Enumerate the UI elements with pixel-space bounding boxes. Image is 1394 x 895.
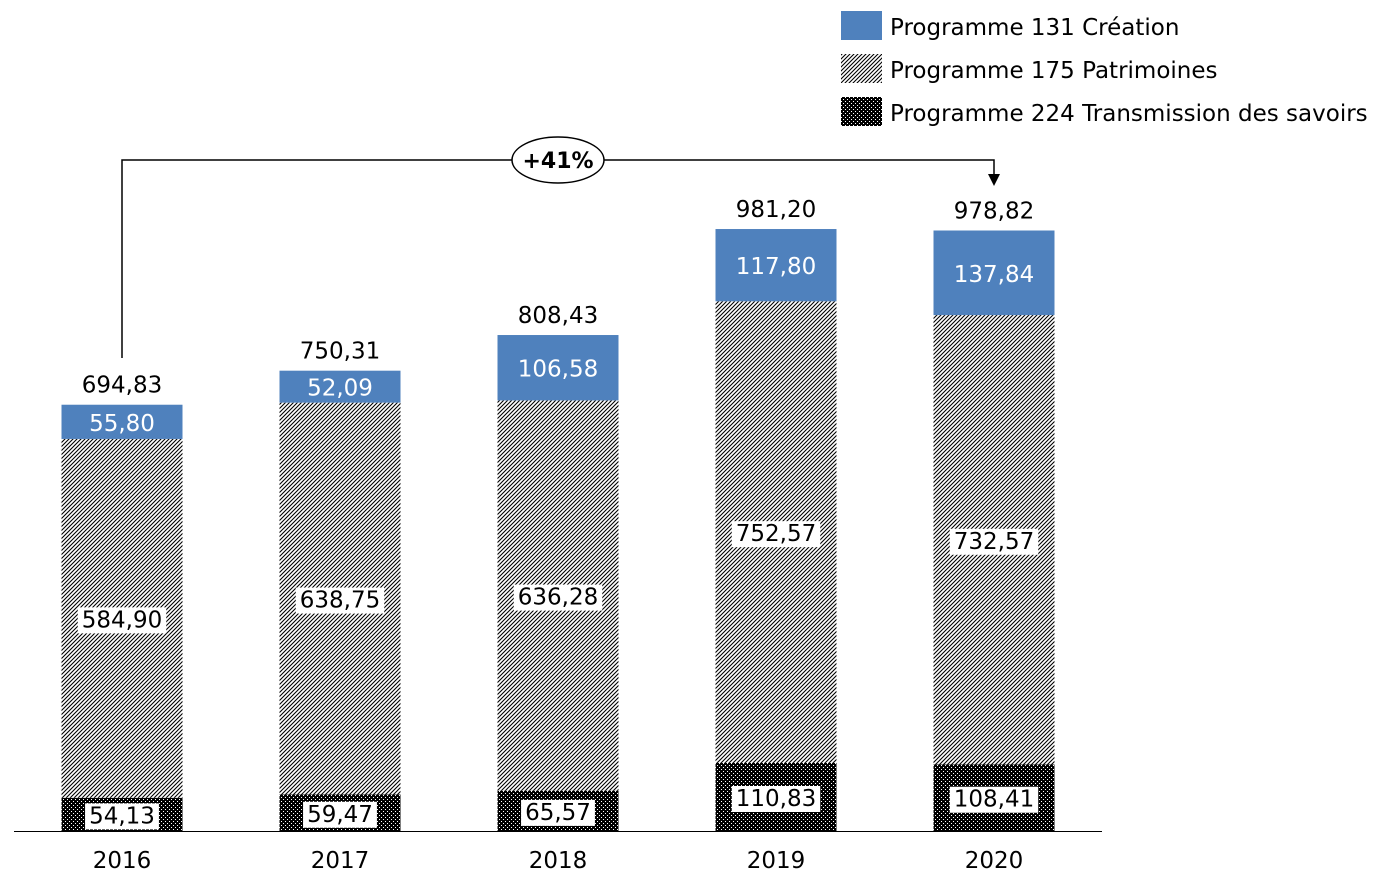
x-tick-label: 2019: [747, 848, 806, 874]
growth-annotation: +41%: [121, 136, 1000, 358]
x-tick-label: 2016: [93, 848, 152, 874]
data-label-background: [513, 584, 603, 611]
data-label: 52,09: [307, 376, 373, 402]
bar-segment-p131: [279, 370, 401, 403]
legend: Programme 131 Création Programme 175 Patr…: [841, 11, 1368, 127]
x-tick-label: 2017: [311, 848, 370, 874]
data-label: 752,57: [736, 521, 816, 547]
bar-segment-p131: [933, 230, 1055, 316]
data-label: 137,84: [954, 262, 1034, 288]
x-tick-label: 2018: [529, 848, 588, 874]
total-label: 978,82: [954, 198, 1034, 224]
data-label-background: [731, 521, 821, 548]
data-label: 638,75: [300, 588, 380, 614]
legend-swatch: [841, 11, 882, 40]
data-label-background: [77, 607, 167, 634]
data-label-background: [85, 803, 159, 830]
data-label: 117,80: [736, 254, 816, 280]
total-label: 981,20: [736, 197, 816, 223]
data-label: 54,13: [89, 803, 155, 829]
bar-segment-p131: [497, 335, 619, 401]
data-label: 106,58: [518, 357, 598, 383]
data-label: 59,47: [307, 802, 373, 828]
legend-swatch: [841, 54, 882, 83]
legend-swatch: [841, 97, 882, 126]
arrowhead-icon: [988, 174, 1000, 186]
total-label: 750,31: [300, 339, 380, 365]
data-label: 732,57: [954, 529, 1034, 555]
data-label: 110,83: [736, 786, 816, 812]
x-tick-label: 2020: [965, 848, 1024, 874]
data-label-background: [303, 801, 377, 828]
data-label-background: [295, 587, 385, 614]
bar-segment-p131: [715, 229, 837, 302]
data-label-background: [949, 786, 1039, 813]
legend-label: Programme 224 Transmission des savoirs: [890, 101, 1368, 127]
legend-label: Programme 131 Création: [890, 15, 1179, 41]
data-label: 108,41: [954, 787, 1034, 813]
legend-label: Programme 175 Patrimoines: [890, 58, 1218, 84]
data-label: 65,57: [525, 800, 591, 826]
data-label: 636,28: [518, 585, 598, 611]
annotation-text: +41%: [522, 149, 593, 174]
data-label-background: [949, 528, 1039, 555]
annotation-ellipse: [511, 136, 605, 184]
total-label: 808,43: [518, 303, 598, 329]
total-label: 694,83: [82, 373, 162, 399]
data-label-background: [731, 786, 821, 813]
bar-segment-p131: [61, 404, 183, 439]
data-label-background: [521, 799, 595, 826]
data-label: 55,80: [89, 411, 155, 437]
data-label: 584,90: [82, 607, 162, 633]
bars-group: 54,13 584,90 55,80 694,83 2016 59,47 638,75 52,…: [61, 197, 1055, 874]
